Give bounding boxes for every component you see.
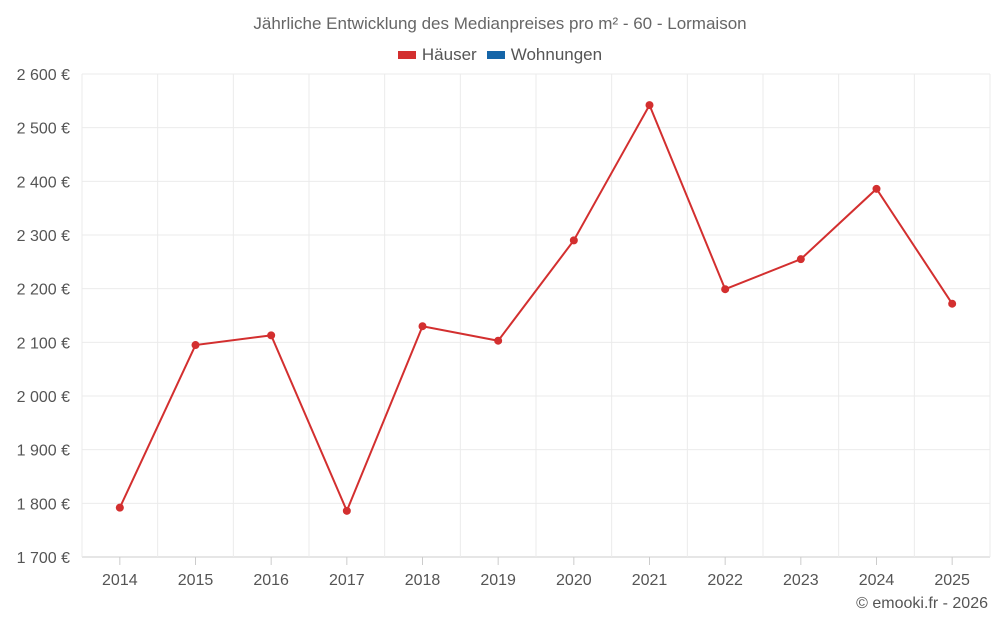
legend-swatch-wohnungen: [486, 51, 505, 59]
x-tick-label: 2018: [405, 572, 441, 589]
data-point[interactable]: [342, 506, 351, 515]
data-point[interactable]: [796, 255, 805, 264]
y-tick-label: 1 800 €: [17, 496, 70, 513]
x-tick-label: 2019: [480, 572, 516, 589]
legend-label-wohnungen: Wohnungen: [510, 45, 603, 64]
x-tick-label: 2024: [859, 572, 895, 589]
y-tick-label: 2 500 €: [17, 121, 70, 138]
y-tick-label: 2 300 €: [17, 228, 70, 245]
data-point[interactable]: [872, 184, 881, 193]
x-tick-label: 2020: [556, 572, 592, 589]
series-line-häuser: [118, 102, 954, 514]
legend-item-wohnungen[interactable]: Wohnungen: [486, 45, 603, 65]
data-point[interactable]: [948, 299, 957, 308]
legend: Häuser Wohnungen: [0, 45, 1000, 65]
data-point[interactable]: [267, 331, 276, 340]
x-tick-label: 2016: [253, 572, 289, 589]
y-tick-label: 1 700 €: [17, 550, 70, 567]
x-tick-label: 2017: [329, 572, 365, 589]
x-tick-label: 2023: [783, 572, 819, 589]
y-tick-label: 2 400 €: [17, 174, 70, 191]
legend-label-haeuser: Häuser: [421, 45, 477, 64]
data-point[interactable]: [494, 336, 503, 345]
x-tick-label: 2025: [934, 572, 970, 589]
y-tick-label: 2 000 €: [17, 389, 70, 406]
x-tick-label: 2014: [102, 572, 138, 589]
y-tick-label: 2 600 €: [17, 67, 70, 84]
x-tick-label: 2021: [632, 572, 668, 589]
data-point[interactable]: [721, 285, 730, 294]
data-point[interactable]: [569, 236, 578, 245]
y-tick-label: 2 200 €: [17, 282, 70, 299]
x-tick-label: 2022: [707, 572, 743, 589]
y-tick-label: 2 100 €: [17, 335, 70, 352]
legend-item-haeuser[interactable]: Häuser: [397, 45, 477, 65]
data-point[interactable]: [191, 341, 200, 350]
data-point[interactable]: [645, 101, 654, 110]
data-point[interactable]: [418, 322, 427, 331]
x-tick-label: 2015: [178, 572, 214, 589]
y-tick-label: 1 900 €: [17, 443, 70, 460]
copyright-credit: © emooki.fr - 2026: [856, 595, 988, 612]
legend-swatch-haeuser: [397, 51, 416, 59]
data-point[interactable]: [115, 503, 124, 512]
chart-title: Jährliche Entwicklung des Medianpreises …: [253, 14, 747, 33]
